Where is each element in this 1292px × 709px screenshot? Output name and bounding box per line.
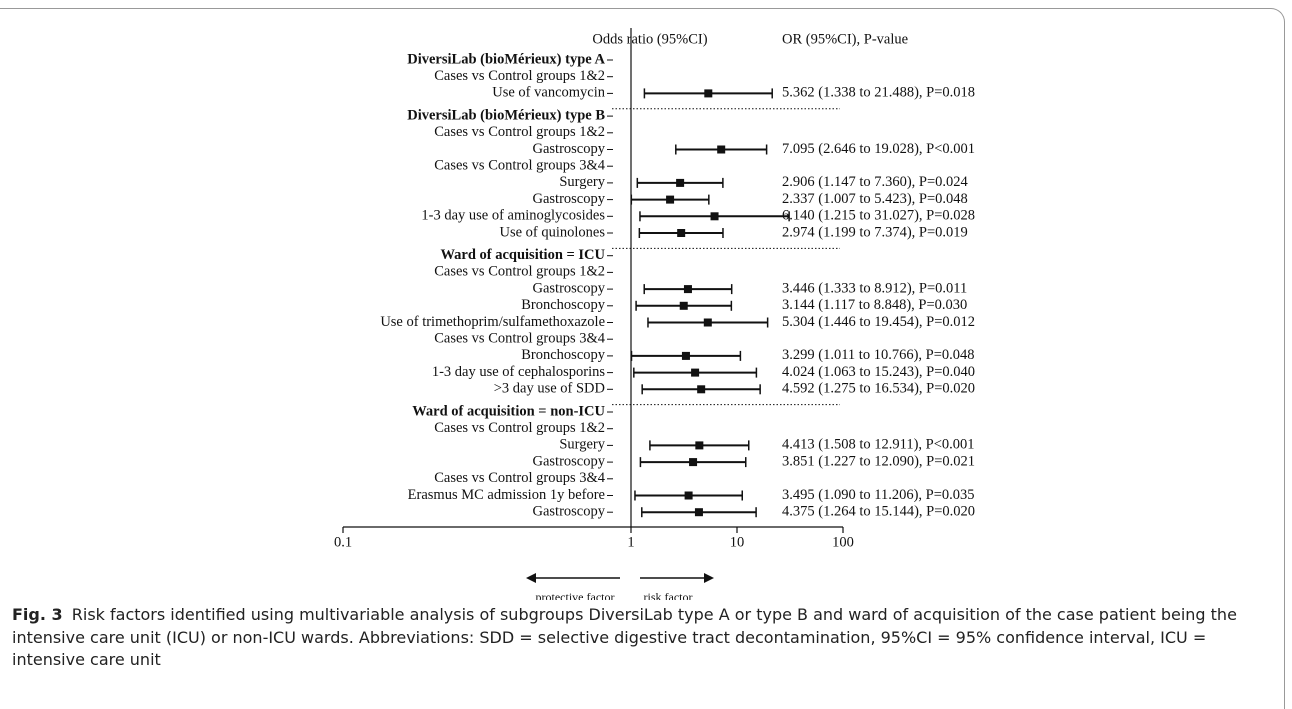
or-marker [679, 301, 688, 310]
or-marker [681, 351, 690, 360]
group-title: Ward of acquisition = non-ICU [412, 403, 605, 419]
row-label: Bronchoscopy [521, 297, 606, 313]
or-text: 3.144 (1.117 to 8.848), P=0.030 [782, 297, 967, 313]
group-title: DiversiLab (bioMérieux) type B [407, 107, 605, 123]
frame [0, 8, 1285, 709]
row-label: Cases vs Control groups 3&4 [434, 331, 606, 347]
or-marker [694, 508, 703, 517]
or-text: 4.592 (1.275 to 16.534), P=0.020 [782, 381, 975, 397]
annotation: risk factor [644, 590, 693, 600]
or-text: 7.095 (2.646 to 19.028), P<0.001 [782, 141, 975, 157]
row-label: Use of vancomycin [492, 85, 605, 101]
or-text: 2.337 (1.007 to 5.423), P=0.048 [782, 191, 968, 207]
or-text: 5.362 (1.338 to 21.488), P=0.018 [782, 85, 975, 101]
group-title: Ward of acquisition = ICU [440, 247, 605, 263]
row-label: 1-3 day use of cephalosporins [432, 364, 606, 380]
annotation: protective factor [536, 590, 615, 600]
or-text: 3.299 (1.011 to 10.766), P=0.048 [782, 347, 975, 363]
caption: Fig. 3 Risk factors identified using mul… [12, 604, 1280, 672]
arrow-head [526, 573, 536, 583]
row-label: Gastroscopy [533, 453, 606, 469]
or-text: 2.974 (1.199 to 7.374), P=0.019 [782, 224, 968, 240]
group-title: DiversiLab (bioMérieux) type A [407, 51, 605, 67]
row-label: Gastroscopy [533, 191, 606, 207]
x-tick-label: 100 [832, 534, 854, 550]
or-text: 3.495 (1.090 to 11.206), P=0.035 [782, 487, 975, 503]
row-label: Cases vs Control groups 1&2 [434, 264, 605, 280]
or-marker [676, 178, 685, 187]
chart: Odds ratio (95%CI) OR (95%CI), P-value p… [334, 28, 975, 600]
or-marker [697, 385, 706, 394]
or-marker [689, 458, 698, 467]
or-marker [683, 285, 692, 294]
row-label: Gastroscopy [533, 280, 606, 296]
x-tick-label: 1 [627, 534, 634, 550]
or-text: 5.304 (1.446 to 19.454), P=0.012 [782, 314, 975, 330]
arrow-head [704, 573, 714, 583]
or-marker [684, 491, 693, 500]
or-text: 2.906 (1.147 to 7.360), P=0.024 [782, 174, 969, 190]
or-marker [666, 195, 675, 204]
row-label: Cases vs Control groups 1&2 [434, 124, 605, 140]
row-label: Cases vs Control groups 3&4 [434, 158, 606, 174]
or-marker [703, 318, 712, 327]
row-label: Use of quinolones [499, 224, 605, 240]
row-label: 1-3 day use of aminoglycosides [421, 208, 605, 224]
header-right: OR (95%CI), P-value [782, 31, 908, 47]
or-marker [704, 89, 713, 98]
row-label: Cases vs Control groups 1&2 [434, 420, 605, 436]
caption-label: Fig. 3 [12, 605, 63, 624]
row-label: Erasmus MC admission 1y before [408, 487, 605, 503]
or-text: 4.375 (1.264 to 15.144), P=0.020 [782, 504, 975, 520]
x-tick-label: 0.1 [334, 534, 352, 550]
x-tick-label: 10 [730, 534, 745, 550]
or-marker [691, 368, 700, 377]
header-left: Odds ratio (95%CI) [592, 31, 707, 47]
or-marker [710, 212, 719, 221]
row-label: Gastroscopy [533, 504, 606, 520]
or-text: 3.446 (1.333 to 8.912), P=0.011 [782, 280, 967, 296]
row-label: Cases vs Control groups 3&4 [434, 470, 606, 486]
row-label: Cases vs Control groups 1&2 [434, 68, 605, 84]
row-label: Surgery [559, 174, 605, 190]
or-marker [717, 145, 726, 154]
or-text: 6.140 (1.215 to 31.027), P=0.028 [782, 208, 975, 224]
or-text: 4.413 (1.508 to 12.911), P<0.001 [782, 437, 975, 453]
row-label: >3 day use of SDD [494, 381, 605, 397]
or-marker [677, 229, 686, 237]
row-label: Use of trimethoprim/sulfamethoxazole [380, 314, 605, 330]
row-label: Bronchoscopy [521, 347, 606, 363]
or-marker [695, 441, 704, 450]
row-label: Surgery [559, 437, 605, 453]
caption-text: Risk factors identified using multivaria… [12, 605, 1237, 669]
or-text: 3.851 (1.227 to 12.090), P=0.021 [782, 453, 975, 469]
row-label: Gastroscopy [533, 141, 606, 157]
or-text: 4.024 (1.063 to 15.243), P=0.040 [782, 364, 975, 380]
